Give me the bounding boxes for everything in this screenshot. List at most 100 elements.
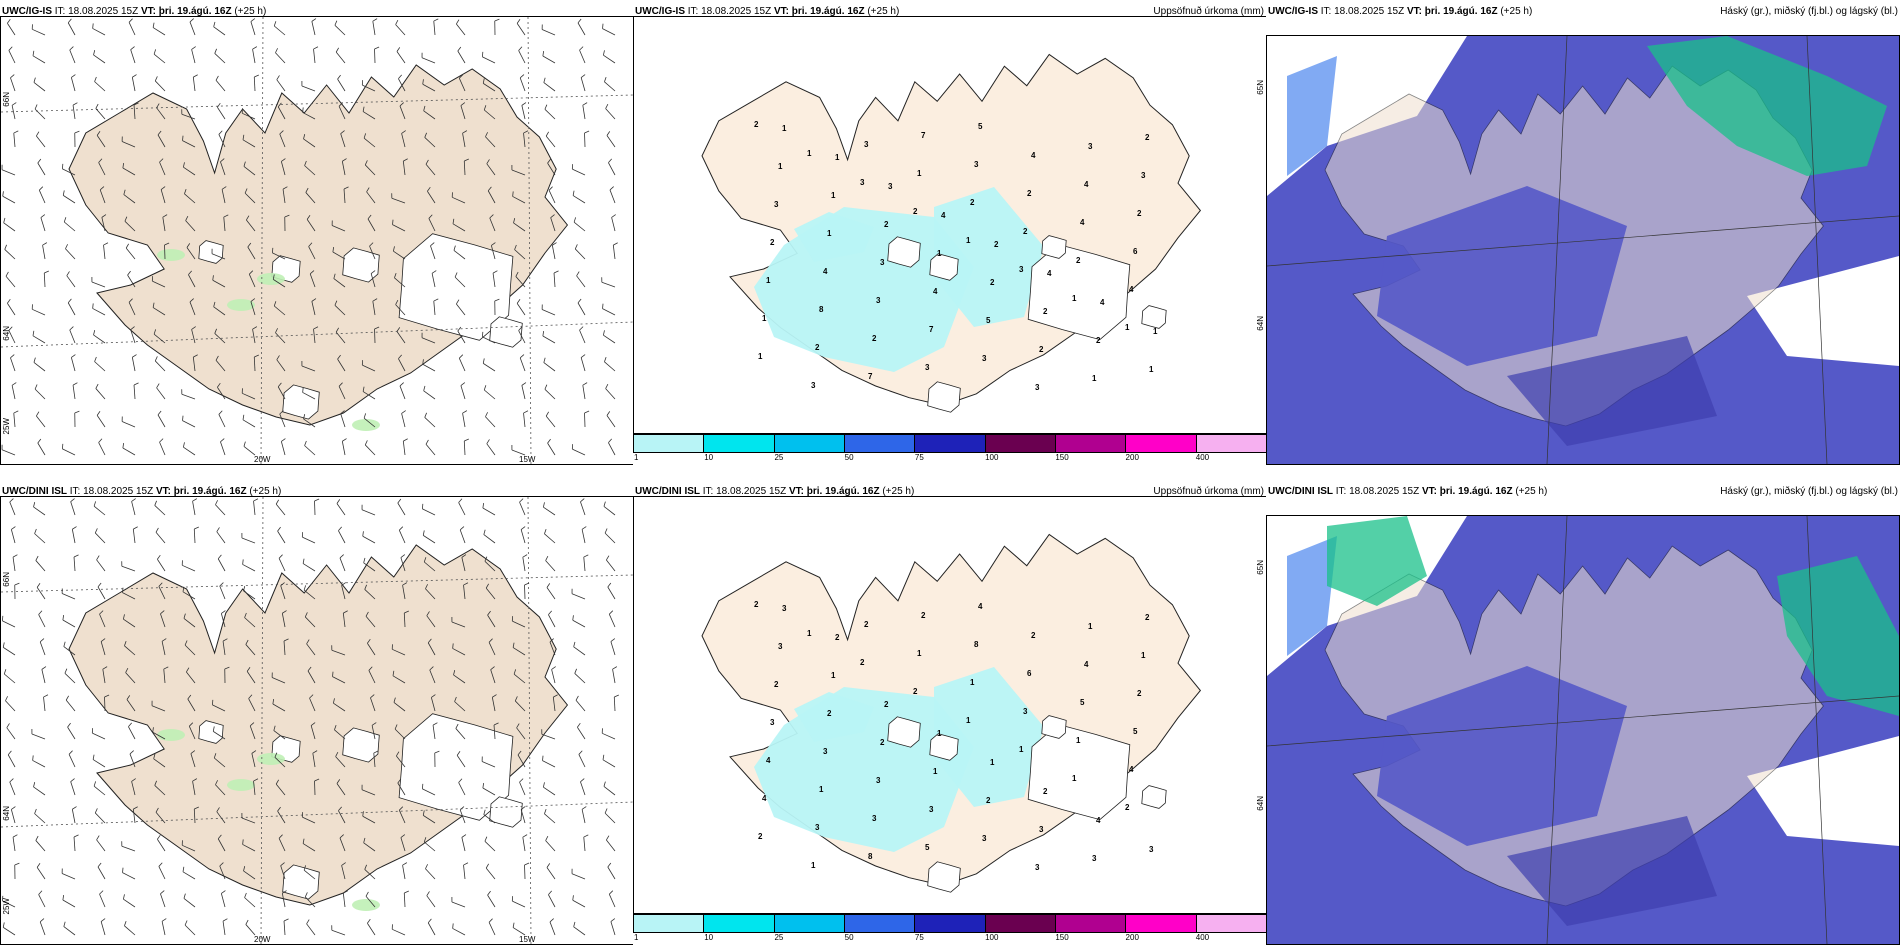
wind-barb bbox=[521, 382, 527, 400]
wind-barb bbox=[483, 105, 496, 120]
wind-barb bbox=[10, 526, 16, 544]
wind-barb bbox=[314, 498, 320, 516]
precip-patch bbox=[157, 729, 185, 741]
legend-swatch bbox=[1196, 435, 1266, 452]
wind-barb bbox=[97, 582, 106, 600]
legend-tick-label: 50 bbox=[844, 933, 854, 942]
wind-barb bbox=[399, 382, 406, 400]
map-panel-clouds-dini: UWC/DINI ISL IT: 18.08.2025 15Z VT: þri.… bbox=[1266, 480, 1900, 950]
wind-barb bbox=[73, 554, 79, 572]
wind-barb bbox=[606, 835, 616, 852]
wind-barb bbox=[273, 725, 286, 740]
map-frame bbox=[1266, 35, 1900, 465]
wind-barb bbox=[192, 498, 198, 516]
wind-barb bbox=[575, 695, 586, 712]
precip-value-label: 2 bbox=[754, 600, 759, 609]
wind-barb bbox=[33, 77, 46, 92]
wind-barb bbox=[402, 158, 408, 176]
wind-barb bbox=[482, 358, 496, 372]
precip-value-label: 2 bbox=[913, 687, 918, 696]
wind-barb bbox=[222, 638, 228, 656]
wind-barb bbox=[571, 444, 586, 456]
wind-barb bbox=[334, 20, 346, 36]
precip-value-label: 2 bbox=[758, 832, 763, 841]
wind-barb bbox=[424, 132, 436, 148]
wind-barb bbox=[31, 304, 46, 316]
wind-barb bbox=[576, 271, 586, 288]
wind-barb bbox=[217, 382, 226, 400]
wind-barb bbox=[123, 614, 136, 628]
wind-barb bbox=[453, 245, 466, 260]
wind-barb bbox=[91, 276, 106, 288]
wind-barb bbox=[62, 894, 76, 908]
wind-barb bbox=[314, 778, 320, 796]
wind-barb bbox=[211, 248, 226, 260]
glacier bbox=[887, 236, 921, 268]
wind-barb bbox=[133, 102, 139, 120]
wind-barb bbox=[280, 438, 286, 456]
wind-barb bbox=[246, 215, 256, 232]
wind-barb bbox=[363, 133, 376, 148]
wind-barb bbox=[33, 782, 46, 796]
wind-barb bbox=[544, 808, 556, 824]
wind-barb bbox=[252, 46, 258, 64]
wind-barb bbox=[602, 303, 616, 316]
wind-barb bbox=[12, 554, 18, 572]
wind-barb bbox=[273, 21, 286, 36]
wind-barb bbox=[340, 130, 346, 148]
precip-value-label: 2 bbox=[1137, 689, 1142, 698]
wind-barb bbox=[160, 186, 166, 204]
wind-barb bbox=[543, 357, 556, 372]
wind-barb bbox=[37, 438, 46, 456]
wind-barb bbox=[97, 862, 106, 880]
wind-barb bbox=[364, 160, 376, 176]
wind-barb bbox=[463, 158, 469, 176]
legend-swatch bbox=[704, 915, 775, 932]
wind-barb bbox=[10, 74, 16, 92]
precip-value-label: 3 bbox=[778, 642, 783, 651]
wind-barb bbox=[3, 217, 16, 232]
wind-barb bbox=[422, 783, 436, 796]
wind-barb bbox=[362, 531, 376, 544]
wind-barb bbox=[94, 528, 106, 544]
lat-label-64n: 64N bbox=[2, 806, 11, 821]
wind-barb bbox=[243, 586, 256, 600]
precip-value-label: 3 bbox=[1019, 265, 1024, 274]
wind-barb bbox=[275, 779, 286, 796]
precip-patch bbox=[227, 779, 255, 791]
wind-barb bbox=[395, 19, 406, 36]
wind-barb bbox=[278, 554, 286, 572]
wind-barb bbox=[371, 722, 377, 740]
wind-barb bbox=[604, 356, 616, 372]
wind-barb bbox=[250, 18, 256, 36]
wind-barb bbox=[62, 190, 76, 204]
legend-tick-label: 400 bbox=[1195, 933, 1210, 942]
wind-barb bbox=[243, 441, 256, 456]
precip-value-label: 3 bbox=[925, 363, 930, 372]
wind-barb bbox=[313, 326, 319, 344]
wind-barb bbox=[95, 103, 106, 120]
legend-swatch bbox=[634, 915, 705, 932]
wind-barb bbox=[193, 526, 199, 544]
wind-barb bbox=[402, 582, 408, 600]
wind-barb bbox=[218, 410, 226, 428]
wind-barb bbox=[516, 299, 526, 316]
glacier bbox=[1027, 243, 1131, 341]
wind-barb bbox=[396, 327, 406, 344]
wind-barb bbox=[245, 639, 256, 656]
wind-barb bbox=[157, 410, 166, 428]
wind-barb bbox=[573, 641, 586, 656]
wind-barb bbox=[213, 21, 226, 36]
wind-barb bbox=[301, 532, 316, 544]
precip-value-label: 2 bbox=[872, 334, 877, 343]
wind-barb bbox=[458, 498, 466, 516]
wind-barb bbox=[421, 52, 436, 64]
wind-barb bbox=[217, 102, 226, 120]
legend-tick-label: 1 bbox=[634, 453, 639, 462]
wind-barb bbox=[456, 751, 466, 768]
precip-value-label: 2 bbox=[1027, 189, 1032, 198]
wind-barb bbox=[159, 438, 166, 456]
wind-barb bbox=[425, 159, 436, 176]
precip-value-label: 2 bbox=[1039, 345, 1044, 354]
precip-value-label: 1 bbox=[937, 729, 942, 738]
